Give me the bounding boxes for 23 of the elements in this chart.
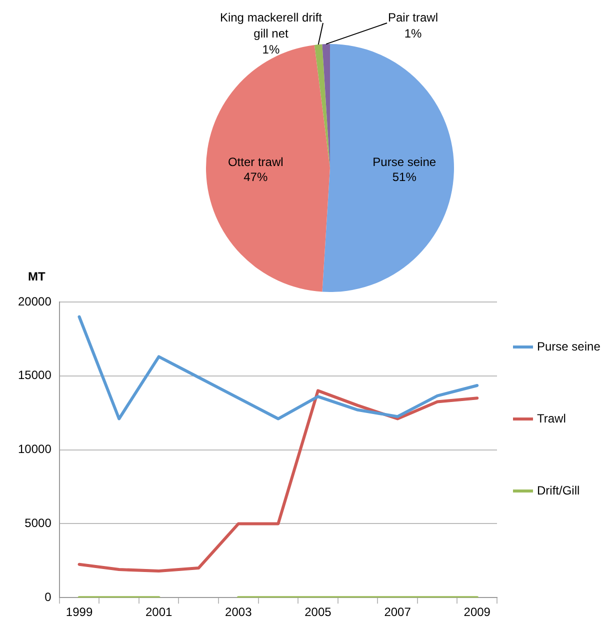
legend-label: Purse seine [537, 339, 601, 354]
legend-label: Drift/Gill [537, 483, 580, 498]
data-label: 1% [404, 26, 422, 40]
x-tick-label: 2009 [464, 605, 491, 620]
x-tick-label: 2005 [304, 605, 332, 620]
y-tick-label: 0 [44, 590, 52, 604]
data-label: 1% [262, 42, 280, 56]
x-tick-label: 1999 [66, 605, 93, 620]
slice-label: King mackerell drift gill net [220, 10, 323, 40]
legend-label: Trawl [537, 411, 566, 426]
data-label: 47% [244, 170, 268, 184]
slice-label: Purse seine [372, 155, 436, 170]
y-tick-label: 20000 [18, 294, 52, 308]
y-tick-label: 10000 [18, 442, 52, 456]
y-tick-label: 5000 [24, 516, 52, 530]
y-tick-label: 15000 [18, 368, 52, 382]
slice-label: Otter trawl [228, 155, 284, 170]
x-tick-label: 2007 [384, 605, 412, 620]
data-label: 51% [392, 170, 417, 184]
x-tick-label: 2001 [145, 605, 172, 620]
y-axis-title: MT [28, 269, 46, 284]
slice-label: Pair trawl [388, 10, 438, 24]
x-tick-label: 2003 [225, 605, 252, 620]
